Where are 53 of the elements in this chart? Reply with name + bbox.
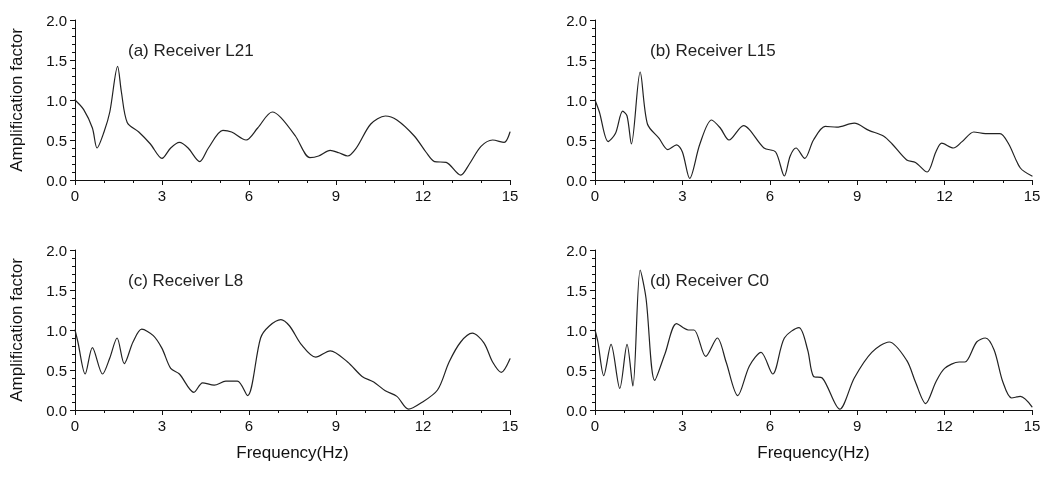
y-axis-title: Amplification factor (7, 27, 26, 172)
x-tick-label: 15 (1023, 417, 1041, 434)
x-tick-label: 9 (853, 187, 862, 204)
y-tick-label: 1.5 (566, 51, 587, 69)
y-tick-label: 0.0 (46, 401, 67, 419)
y-tick-label: 1.0 (566, 91, 587, 109)
y-tick-label: 2.0 (566, 241, 587, 259)
y-tick-label: 1.0 (46, 321, 67, 339)
y-tick-label: 1.5 (566, 281, 587, 299)
y-tick-label: 0.5 (46, 131, 67, 149)
x-tick-label: 15 (1023, 187, 1041, 204)
x-tick-label: 6 (244, 417, 254, 434)
x-tick-label: 3 (678, 417, 687, 434)
x-tick-label: 0 (590, 187, 600, 204)
x-tick-label: 0 (70, 417, 80, 434)
x-tick-label: 9 (331, 187, 341, 204)
y-axis-title: Amplification factor (7, 257, 26, 402)
x-tick-label: 15 (501, 417, 519, 434)
x-tick-label: 0 (590, 417, 600, 434)
x-tick-label: 12 (936, 417, 953, 434)
y-tick-label: 0.0 (566, 401, 587, 419)
x-tick-label: 15 (501, 187, 519, 204)
line-series (74, 65, 511, 176)
x-tick-label: 12 (414, 417, 432, 434)
x-tick-label: 6 (765, 187, 774, 204)
y-tick-label: 1.0 (566, 321, 587, 339)
x-tick-label: 3 (678, 187, 687, 204)
x-tick-label: 6 (244, 187, 254, 204)
x-tick-label: 3 (157, 187, 167, 204)
y-tick-label: 0.5 (46, 361, 67, 379)
x-tick-label: 9 (331, 417, 341, 434)
x-tick-label: 12 (936, 187, 953, 204)
y-tick-label: 1.5 (46, 281, 67, 299)
y-tick-label: 0.0 (566, 171, 587, 189)
y-tick-label: 2.0 (566, 11, 587, 29)
x-tick-label: 6 (765, 417, 774, 434)
y-tick-label: 0.5 (566, 361, 587, 379)
annotation: (a) Receiver L21 (128, 41, 254, 60)
y-tick-label: 1.5 (46, 51, 67, 69)
y-tick-label: 0.5 (566, 131, 587, 149)
y-tick-label: 2.0 (46, 11, 67, 29)
x-tick-label: 9 (853, 417, 862, 434)
annotation: (d) Receiver C0 (650, 271, 770, 290)
x-tick-label: 3 (157, 417, 167, 434)
y-tick-label: 0.0 (46, 171, 67, 189)
x-tick-label: 12 (414, 187, 432, 204)
x-axis-title: Frequency(Hz) (757, 443, 870, 462)
y-tick-label: 2.0 (46, 241, 67, 259)
y-tick-label: 1.0 (46, 91, 67, 109)
x-axis-title: Frequency(Hz) (236, 443, 349, 462)
annotation: (b) Receiver L15 (650, 41, 776, 60)
annotation: (c) Receiver L8 (128, 271, 244, 290)
x-tick-label: 0 (70, 187, 80, 204)
